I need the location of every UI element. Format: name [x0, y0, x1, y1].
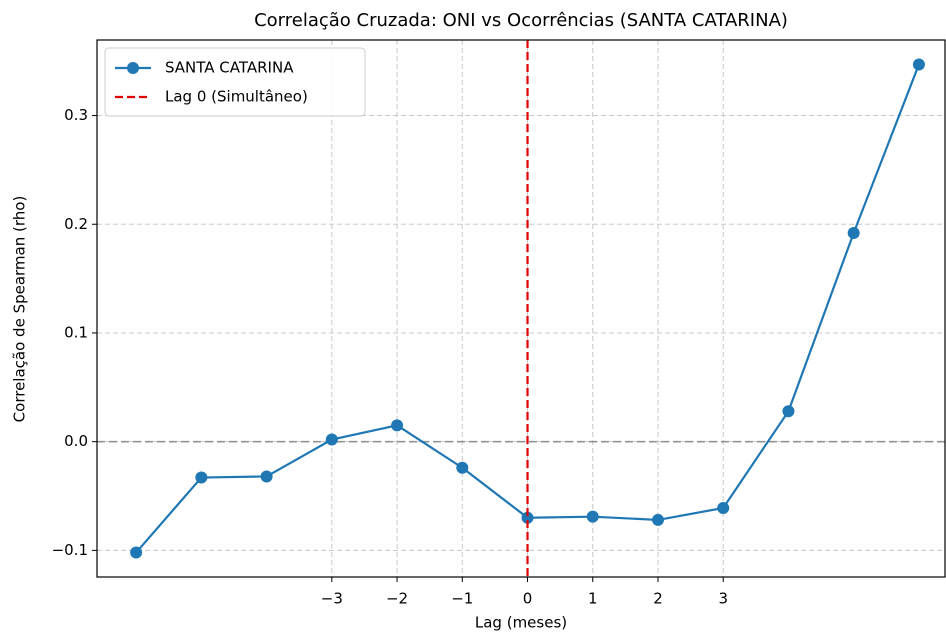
- y-tick-label: 0.1: [64, 323, 88, 341]
- data-point: [912, 58, 925, 71]
- legend-label: Lag 0 (Simultâneo): [165, 88, 308, 106]
- data-point: [847, 226, 860, 239]
- x-tick-label: 0: [523, 590, 533, 608]
- x-axis-label: Lag (meses): [475, 614, 567, 632]
- y-tick-label: −0.1: [52, 541, 88, 559]
- data-point: [521, 511, 534, 524]
- x-tick-label: 2: [653, 590, 663, 608]
- plot-frame: [96, 39, 946, 578]
- data-point: [717, 501, 730, 514]
- x-tick-label: 3: [718, 590, 728, 608]
- x-tick-label: −2: [386, 590, 408, 608]
- legend-label: SANTA CATARINA: [165, 59, 294, 77]
- legend: SANTA CATARINA Lag 0 (Simultâneo): [104, 47, 366, 117]
- y-axis-label: Correlação de Spearman (rho): [11, 196, 29, 423]
- data-point: [782, 405, 795, 418]
- x-tick-label: −3: [321, 590, 343, 608]
- legend-marker: [127, 62, 139, 74]
- data-point: [260, 470, 273, 483]
- y-tick-label: 0.2: [64, 215, 88, 233]
- x-tick-label: −1: [451, 590, 473, 608]
- data-point: [391, 419, 404, 432]
- data-point: [456, 461, 469, 474]
- data-point: [130, 546, 143, 559]
- y-tick-label: 0.0: [64, 432, 88, 450]
- x-tick-label: 1: [588, 590, 598, 608]
- y-tick-label: 0.3: [64, 106, 88, 124]
- chart-title: Correlação Cruzada: ONI vs Ocorrências (…: [254, 10, 788, 31]
- data-point: [195, 471, 208, 484]
- data-point: [586, 510, 599, 523]
- data-point: [651, 513, 664, 526]
- legend-box: [104, 47, 366, 117]
- data-point: [325, 433, 338, 446]
